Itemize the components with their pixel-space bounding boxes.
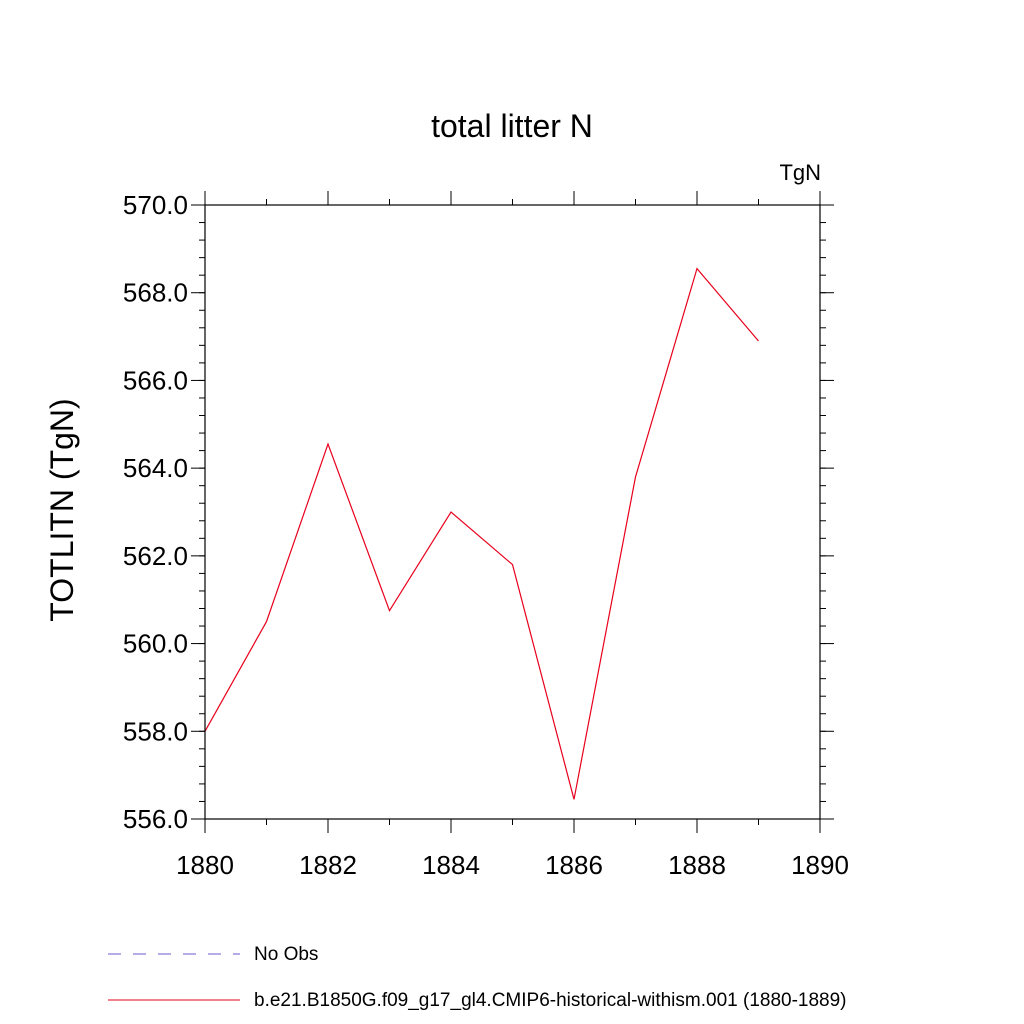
legend-label-no-obs: No Obs: [254, 944, 318, 965]
legend: No Obs b.e21.B1850G.f09_g17_gl4.CMIP6-hi…: [108, 944, 847, 1011]
legend-label-model: b.e21.B1850G.f09_g17_gl4.CMIP6-historica…: [254, 990, 847, 1011]
y-tick-label: 570.0: [123, 190, 188, 220]
series-layer: [204, 267, 759, 800]
x-tick-label: 1880: [176, 850, 234, 880]
plot-frame: [204, 204, 821, 820]
y-tick-label: 566.0: [123, 365, 188, 395]
y-tick-label: 568.0: [123, 278, 188, 308]
y-axis-label: TOTLITN (TgN): [44, 398, 80, 621]
units-label: TgN: [779, 160, 821, 185]
y-tick-label: 558.0: [123, 716, 188, 746]
x-tick-label: 1886: [545, 850, 603, 880]
x-tick-label: 1882: [299, 850, 357, 880]
y-tick-label: 556.0: [123, 804, 188, 834]
chart-title: total litter N: [431, 108, 593, 144]
x-tick-label: 1890: [791, 850, 849, 880]
y-tick-label: 564.0: [123, 453, 188, 483]
y-axis-ticks: 556.0 558.0 560.0 562.0 564.0 566.0 568.0 570.0: [123, 190, 834, 834]
x-tick-label: 1888: [668, 850, 726, 880]
x-tick-label: 1884: [422, 850, 480, 880]
x-axis-ticks: 1880 1882 1884 1886 1888 1890: [176, 191, 849, 880]
y-tick-label: 560.0: [123, 629, 188, 659]
y-tick-label: 562.0: [123, 541, 188, 571]
series-line: [204, 267, 759, 800]
